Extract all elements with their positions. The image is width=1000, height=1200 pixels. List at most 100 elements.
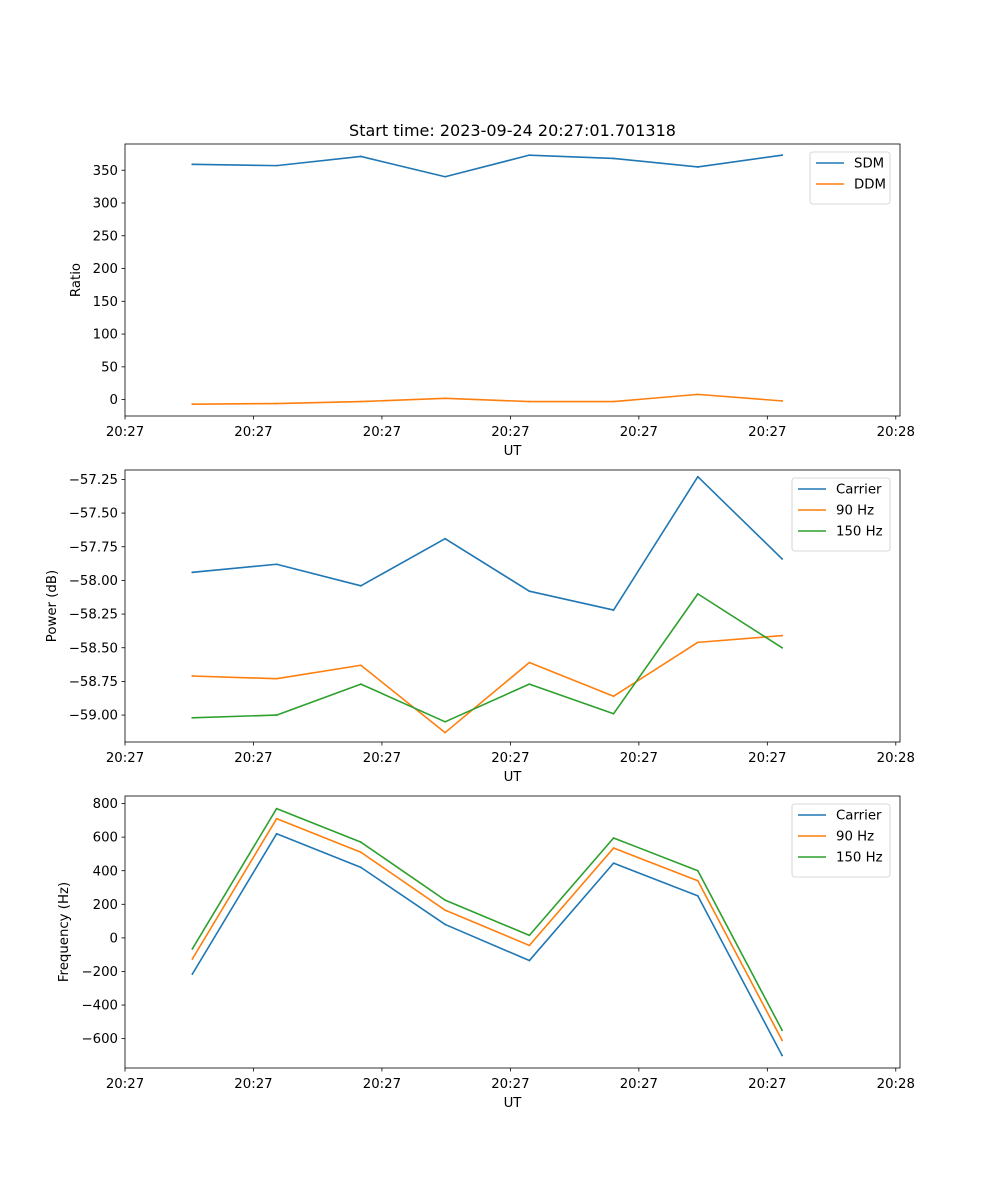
- data-point: [528, 934, 531, 937]
- data-point: [444, 899, 447, 901]
- x-tick-label: 20:27: [363, 751, 401, 766]
- axes-frame: [124, 469, 901, 743]
- data-point: [444, 731, 447, 734]
- y-tick-label: −58.75: [69, 675, 118, 690]
- data-point: [359, 683, 362, 685]
- data-point: [275, 164, 278, 167]
- legend-label: 150 Hz: [836, 851, 883, 866]
- data-point: [275, 563, 278, 566]
- series-line-carrier: [191, 832, 784, 1057]
- data-point: [444, 923, 447, 926]
- data-point: [275, 807, 278, 810]
- data-point: [528, 154, 531, 157]
- data-point: [528, 590, 531, 593]
- y-tick-label: 100: [93, 328, 118, 343]
- y-tick-label: 800: [93, 797, 118, 812]
- y-tick-label: 600: [93, 831, 118, 846]
- data-point: [191, 973, 194, 975]
- legend-box: [791, 477, 891, 552]
- data-point: [275, 817, 278, 820]
- data-point: [612, 837, 615, 839]
- data-point: [696, 592, 699, 595]
- data-point: [528, 959, 531, 962]
- y-tick-label: −57.25: [69, 473, 118, 488]
- chart-title: Start time: 2023-09-24 20:27:01.701318: [349, 121, 676, 140]
- series-line-150-hz: [191, 807, 784, 1032]
- data-point: [275, 714, 278, 716]
- legend-box: [809, 151, 891, 205]
- data-point: [359, 866, 362, 869]
- data-point: [781, 400, 783, 402]
- x-tick-label: 20:27: [491, 1077, 529, 1092]
- x-tick-label: 20:27: [106, 1077, 144, 1092]
- series-line-90-hz: [191, 817, 784, 1042]
- y-tick-label: −600: [81, 1032, 118, 1047]
- x-axis-label: UT: [504, 1096, 523, 1111]
- legend-box: [791, 803, 891, 878]
- data-point: [696, 895, 699, 897]
- y-tick-label: −57.50: [69, 507, 118, 522]
- legend-label: Carrier: [836, 809, 882, 824]
- data-point: [275, 402, 278, 405]
- legend-label: SDM: [854, 157, 884, 172]
- y-tick-label: −59.00: [69, 709, 118, 724]
- x-axis-label: UT: [504, 444, 523, 459]
- x-tick-label: 20:27: [491, 425, 529, 440]
- data-point: [781, 1039, 783, 1042]
- legend-label: DDM: [854, 178, 886, 193]
- y-tick-label: 400: [93, 864, 118, 879]
- data-point: [696, 475, 699, 478]
- data-point: [444, 175, 447, 178]
- x-tick-label: 20:27: [363, 425, 401, 440]
- data-point: [781, 646, 783, 649]
- x-tick-label: 20:27: [748, 751, 786, 766]
- y-tick-label: 250: [93, 229, 118, 244]
- y-tick-label: −58.00: [69, 574, 118, 589]
- y-axis-label: Ratio: [69, 263, 84, 297]
- y-tick-label: 0: [110, 393, 118, 408]
- data-point: [696, 166, 699, 168]
- data-point: [191, 947, 194, 950]
- x-tick-label: 20:27: [748, 425, 786, 440]
- data-point: [444, 720, 447, 723]
- data-point: [359, 155, 362, 158]
- series-line-150-hz: [191, 593, 784, 723]
- data-point: [781, 1054, 783, 1057]
- y-tick-label: 150: [93, 295, 118, 310]
- chart-panel-1: 20:27 20:27 20:27 20:27 20:27 20:27 20:28 0 50 10…: [69, 121, 915, 459]
- x-tick-label: 20:27: [234, 751, 272, 766]
- data-point: [359, 851, 362, 854]
- data-point: [275, 677, 278, 680]
- data-point: [528, 944, 531, 947]
- y-tick-label: 0: [110, 931, 118, 946]
- data-point: [191, 403, 194, 406]
- data-point: [781, 1029, 783, 1032]
- data-point: [275, 832, 278, 835]
- data-point: [444, 909, 447, 912]
- data-point: [528, 400, 531, 403]
- data-point: [612, 400, 615, 403]
- x-tick-label: 20:27: [620, 425, 658, 440]
- x-tick-label: 20:28: [877, 425, 915, 440]
- series-line-sdm: [191, 154, 783, 178]
- series-line-ddm: [191, 393, 783, 406]
- data-point: [612, 157, 615, 160]
- data-point: [612, 609, 615, 611]
- data-point: [359, 664, 362, 667]
- data-point: [781, 634, 783, 637]
- data-point: [528, 661, 531, 664]
- y-tick-label: 350: [93, 164, 118, 179]
- y-axis-label: Frequency (Hz): [57, 882, 72, 982]
- x-tick-label: 20:27: [106, 425, 144, 440]
- y-tick-label: −58.25: [69, 608, 118, 623]
- data-point: [359, 584, 362, 587]
- data-point: [612, 695, 615, 698]
- x-tick-label: 20:27: [748, 1077, 786, 1092]
- series-line-90-hz: [191, 634, 783, 734]
- y-tick-label: −58.50: [69, 641, 118, 656]
- series-line-carrier: [191, 475, 784, 611]
- data-point: [781, 557, 783, 560]
- y-tick-label: −57.75: [69, 540, 118, 555]
- data-point: [191, 571, 194, 574]
